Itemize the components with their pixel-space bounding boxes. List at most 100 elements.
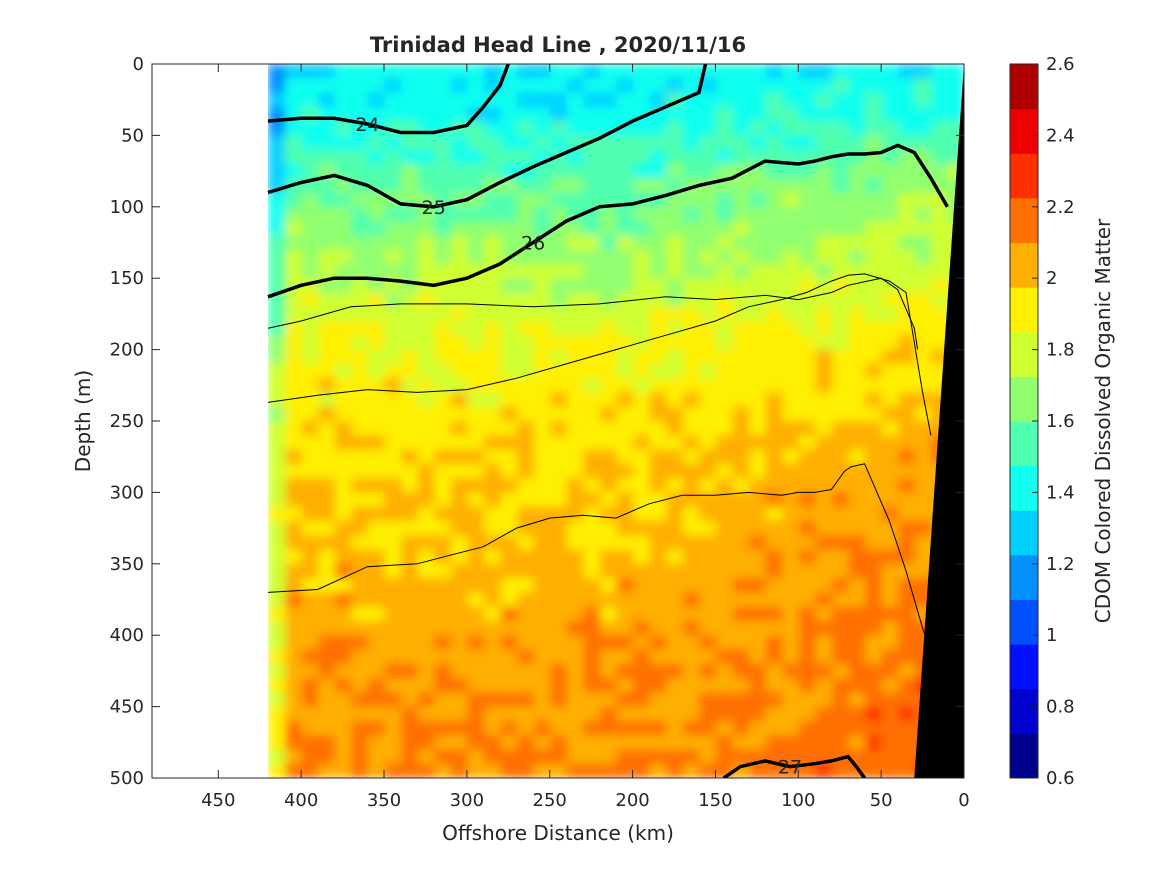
field-cell (765, 763, 783, 778)
field-cell (897, 92, 915, 108)
field-cell (848, 221, 866, 236)
field-cell (831, 92, 849, 108)
field-cell (400, 678, 418, 693)
field-cell (466, 549, 485, 565)
field-cell (798, 292, 816, 308)
field-cell (698, 749, 717, 765)
field-cell (881, 64, 899, 79)
field-cell (317, 478, 335, 493)
field-cell (284, 706, 302, 722)
field-cell (350, 163, 369, 179)
field-cell (317, 563, 335, 579)
field-cell (466, 406, 485, 422)
field-cell (334, 64, 352, 79)
field-cell (632, 178, 650, 194)
field-cell (864, 121, 882, 136)
field-cell (516, 363, 534, 379)
field-cell (582, 263, 601, 279)
field-cell (831, 506, 849, 522)
field-cell (798, 449, 816, 465)
field-cell (500, 592, 518, 608)
field-cell (450, 606, 468, 622)
field-cell (350, 235, 369, 251)
field-cell (665, 635, 683, 651)
field-cell (814, 449, 833, 465)
field-cell (582, 292, 601, 308)
field-cell (350, 92, 369, 108)
field-cell (284, 306, 302, 322)
field-cell (549, 549, 567, 565)
field-cell (533, 106, 551, 122)
field-cell (500, 492, 518, 508)
field-cell (649, 163, 667, 179)
field-cell (715, 149, 733, 165)
field-cell (715, 692, 733, 708)
field-cell (698, 678, 717, 693)
field-cell (450, 363, 468, 379)
field-cell (350, 206, 369, 222)
field-cell (450, 435, 468, 451)
field-cell (616, 92, 634, 108)
colorbar-tick-label: 1.6 (1046, 411, 1075, 432)
field-cell (268, 763, 286, 778)
field-cell (632, 520, 650, 536)
y-tick-label: 350 (110, 554, 144, 575)
field-cell (317, 592, 335, 608)
field-cell (533, 292, 551, 308)
field-cell (831, 578, 849, 593)
field-cell (533, 378, 551, 394)
field-cell (649, 535, 667, 551)
field-cell (814, 378, 833, 394)
field-cell (649, 121, 667, 136)
field-cell (384, 163, 402, 179)
field-cell (350, 620, 369, 636)
field-cell (284, 720, 302, 736)
field-cell (864, 78, 882, 94)
field-cell (317, 135, 335, 151)
field-cell (334, 178, 352, 194)
field-cell (533, 64, 551, 79)
field-cell (566, 492, 584, 508)
field-cell (698, 349, 717, 365)
field-cell (367, 335, 385, 351)
field-cell (350, 392, 369, 408)
field-cell (781, 178, 799, 194)
field-cell (765, 649, 783, 665)
field-cell (450, 578, 468, 593)
field-cell (665, 421, 683, 436)
field-cell (533, 306, 551, 322)
field-cell (814, 535, 833, 551)
field-cell (450, 563, 468, 579)
colorbar-swatch (1010, 421, 1038, 467)
field-cell (914, 435, 932, 451)
field-cell (665, 435, 683, 451)
field-cell (814, 549, 833, 565)
field-cell (582, 506, 601, 522)
field-cell (400, 735, 418, 751)
field-cell (268, 64, 286, 79)
field-cell (715, 635, 733, 651)
field-cell (483, 435, 501, 451)
field-cell (533, 606, 551, 622)
field-cell (765, 192, 783, 208)
field-cell (450, 206, 468, 222)
field-cell (284, 235, 302, 251)
field-cell (301, 463, 319, 479)
field-cell (566, 221, 584, 236)
colorbar-swatch (1010, 599, 1038, 645)
x-tick-label: 250 (533, 790, 567, 811)
field-cell (400, 292, 418, 308)
field-cell (732, 578, 750, 593)
field-cell (500, 449, 518, 465)
field-cell (367, 378, 385, 394)
field-cell (748, 149, 766, 165)
field-cell (798, 563, 816, 579)
field-cell (350, 635, 369, 651)
field-cell (268, 321, 286, 336)
field-cell (533, 692, 551, 708)
field-cell (433, 592, 451, 608)
field-cell (930, 278, 949, 294)
field-cell (334, 421, 352, 436)
field-cell (284, 135, 302, 151)
field-cell (715, 506, 733, 522)
